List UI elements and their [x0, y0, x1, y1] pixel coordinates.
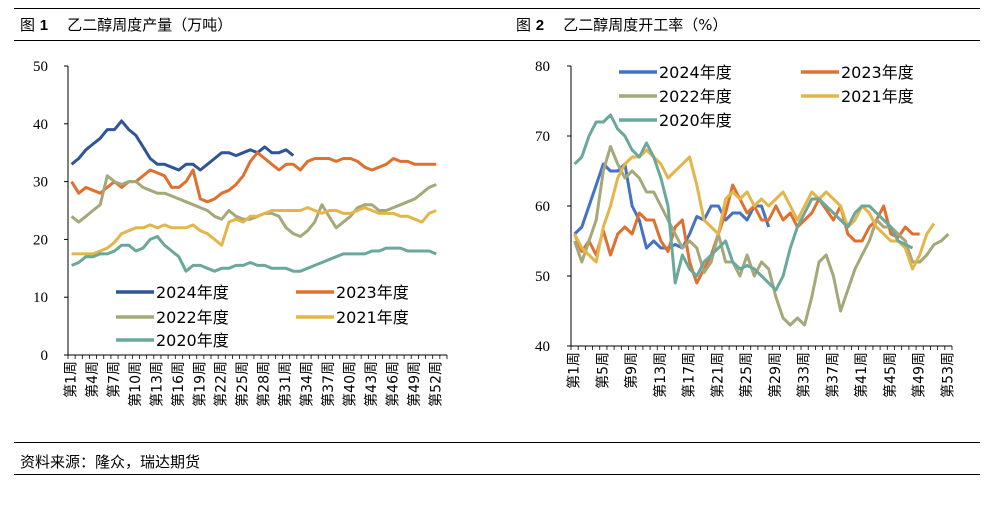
x-tick-label: 第25周	[738, 352, 755, 398]
x-tick-label: 第5周	[594, 352, 611, 389]
series-line-2020年度	[71, 235, 437, 273]
y-tick-label: 60	[535, 199, 550, 215]
y-tick-label: 10	[33, 290, 48, 306]
y-tick-label: 20	[33, 232, 48, 248]
series-line-2024年度	[70, 119, 295, 172]
series-line-2021年度	[71, 206, 437, 256]
x-tick-label: 第41周	[853, 352, 870, 398]
x-tick-label: 第13周	[652, 352, 669, 398]
fig2-number: 2	[535, 17, 545, 34]
y-tick-label: 50	[33, 59, 48, 75]
legend-label: 2020年度	[156, 331, 229, 350]
x-tick-label: 第17周	[681, 352, 698, 398]
bottom-rule-1	[14, 442, 980, 443]
x-tick-label: 第31周	[277, 361, 294, 407]
x-tick-label: 第40周	[341, 361, 358, 407]
x-tick-label: 第25周	[234, 361, 251, 407]
x-tick-label: 第49周	[406, 361, 423, 407]
x-tick-label: 第10周	[127, 361, 144, 407]
series-line-2020年度	[573, 113, 914, 292]
x-tick-label: 第29周	[767, 352, 784, 398]
y-tick-label: 50	[535, 269, 550, 285]
bottom-rule-2	[14, 474, 980, 475]
x-tick-label: 第34周	[299, 361, 316, 407]
x-tick-label: 第19周	[191, 361, 208, 407]
x-tick-label: 第37周	[320, 361, 337, 407]
x-tick-label: 第13周	[148, 361, 165, 407]
x-tick-label: 第33周	[796, 352, 813, 398]
x-tick-label: 第49周	[911, 352, 928, 398]
x-tick-label: 第46周	[384, 361, 401, 407]
series-line-2022年度	[573, 145, 950, 327]
series-line-2023年度	[70, 151, 437, 204]
x-tick-label: 第37周	[824, 352, 841, 398]
x-tick-label: 第52周	[427, 361, 444, 407]
x-tick-label: 第4周	[84, 361, 101, 398]
fig1-title: 图 1 乙二醇周度产量（万吨）	[20, 14, 232, 35]
chart-2: 4050607080第1周 第5周 第9周 第13周 第17周 第21周 第25周 第29周第…	[535, 59, 956, 398]
legend-label: 2023年度	[336, 283, 409, 302]
legend-label: 2023年度	[841, 63, 914, 82]
y-tick-label: 70	[535, 129, 550, 145]
x-tick-label: 第1周	[566, 352, 583, 389]
x-tick-label: 第28周	[256, 361, 273, 407]
legend-label: 2020年度	[659, 111, 732, 130]
legend-label: 2021年度	[841, 87, 914, 106]
x-tick-label: 第7周	[105, 361, 122, 398]
legend-label: 2022年度	[156, 308, 229, 327]
x-tick-label: 第1周	[63, 361, 80, 398]
y-tick-label: 40	[535, 339, 550, 355]
top-rule	[14, 8, 980, 9]
series-line-2023年度	[573, 183, 920, 285]
x-tick-label: 第53周	[939, 352, 956, 398]
fig2-title-text: 乙二醇周度开工率（%）	[563, 16, 728, 34]
series-line-2021年度	[573, 148, 936, 271]
legend-label: 2022年度	[659, 87, 732, 106]
x-tick-label: 第43周	[363, 361, 380, 407]
chart-1: 0 10 20 30 40 50 第1周 第4周 第7周 第10周 第13周 第16周 第19周 第22周…	[33, 59, 448, 407]
y-tick-label: 80	[535, 59, 550, 75]
header-rule	[14, 40, 980, 41]
legend-label: 2024年度	[156, 283, 229, 302]
x-tick-label: 第16周	[170, 361, 187, 407]
x-tick-label: 第22周	[213, 361, 230, 407]
x-tick-label: 第21周	[709, 352, 726, 398]
fig1-title-text: 乙二醇周度产量（万吨）	[67, 16, 233, 34]
fig2-title: 图 2 乙二醇周度开工率（%）	[516, 14, 727, 35]
legend-label: 2021年度	[336, 308, 409, 327]
fig1-number: 1	[39, 17, 49, 34]
x-tick-label: 第45周	[882, 352, 899, 398]
source-note: 资料来源：隆众，瑞达期货	[20, 453, 201, 471]
y-tick-label: 0	[41, 348, 49, 364]
fig2-label: 图	[516, 16, 532, 34]
y-tick-label: 30	[33, 175, 48, 191]
fig1-label: 图	[20, 16, 36, 34]
x-tick-label: 第9周	[623, 352, 640, 389]
y-tick-label: 40	[33, 117, 48, 133]
legend-label: 2024年度	[659, 63, 732, 82]
